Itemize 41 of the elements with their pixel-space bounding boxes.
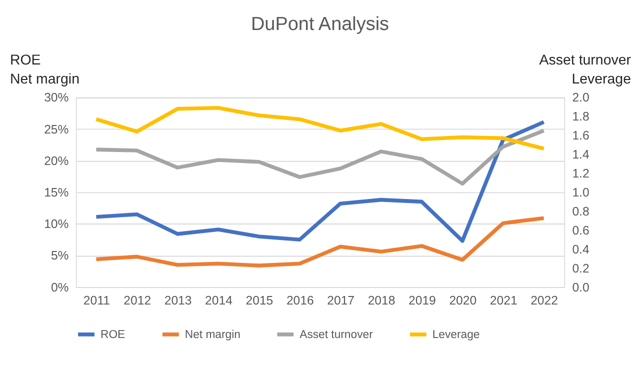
- legend-label: ROE: [100, 329, 126, 342]
- y-tick-label: 30%: [44, 90, 69, 105]
- y2-axis-title: Asset turnover Leverage: [539, 52, 632, 88]
- y2-tick-label: 0.4: [572, 242, 590, 256]
- x-tick-label: 2021: [490, 294, 518, 308]
- y-tick-label: 15%: [44, 185, 69, 200]
- x-tick-label: 2022: [530, 294, 558, 308]
- legend-label: Leverage: [432, 329, 480, 342]
- line-series: [94, 216, 546, 268]
- y-tick-label: 5%: [50, 248, 69, 263]
- line-series: [94, 120, 546, 243]
- x-tick-label: 2013: [164, 294, 192, 308]
- y-tick-label: 20%: [44, 154, 69, 168]
- x-tick-label: 2011: [83, 294, 110, 308]
- y-tick-label: 0%: [50, 280, 69, 294]
- x-tick-label: 2012: [124, 294, 152, 308]
- x-tick-label: 2020: [449, 294, 477, 308]
- y-axis-title: ROE Net margin: [10, 52, 80, 88]
- x-tick-label: 2017: [327, 294, 355, 308]
- y2-tick-label: 0.0: [572, 280, 590, 294]
- line-series: [94, 106, 546, 151]
- chart-title: DuPont Analysis: [250, 14, 390, 36]
- y-tick-label: 10%: [44, 217, 69, 232]
- line-series: [94, 128, 546, 186]
- legend-label: Net margin: [184, 329, 240, 342]
- y2-tick-label: 0.6: [572, 223, 590, 238]
- legend-label: Asset turnover: [300, 329, 374, 342]
- x-tick-label: 2014: [205, 294, 233, 308]
- y2-tick-label: 2.0: [572, 90, 590, 105]
- y2-tick-label: 1.4: [572, 148, 590, 162]
- y2-tick-label: 1.8: [572, 110, 590, 124]
- x-tick-label: 2019: [408, 294, 436, 308]
- y-tick-label: 25%: [44, 122, 69, 136]
- x-tick-label: 2015: [246, 294, 274, 308]
- y2-tick-label: 1.2: [572, 166, 590, 181]
- y2-tick-label: 0.8: [572, 204, 590, 218]
- x-tick-label: 2016: [286, 294, 314, 308]
- y2-tick-label: 1.0: [572, 185, 590, 200]
- y2-tick-label: 1.6: [572, 128, 590, 143]
- x-tick-label: 2018: [368, 294, 396, 308]
- y2-tick-label: 0.2: [572, 261, 590, 276]
